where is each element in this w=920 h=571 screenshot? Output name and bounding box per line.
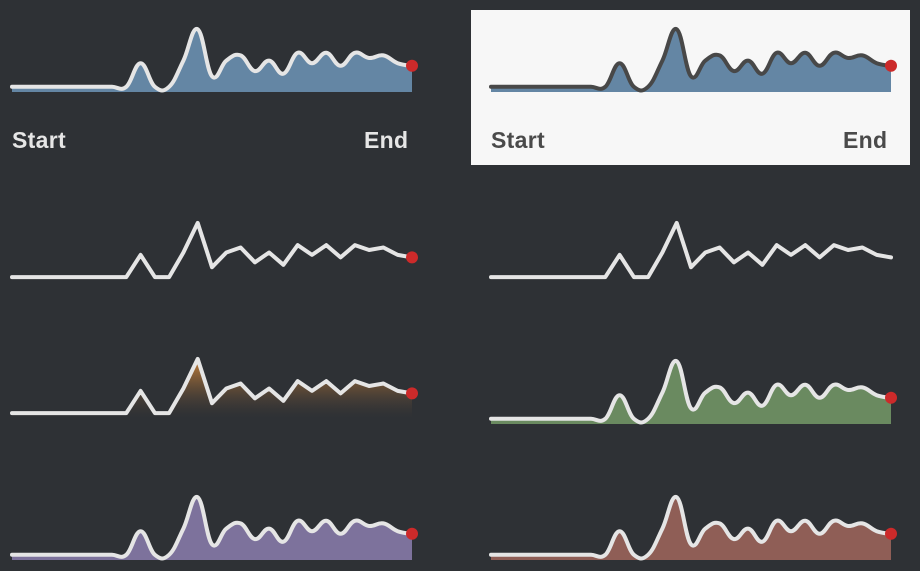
sparkline-line-line-plain bbox=[489, 220, 893, 280]
sparkline-endpoint-smooth-green bbox=[885, 391, 897, 404]
end-label-light: End bbox=[843, 127, 888, 153]
sparkline-line-smooth-purple bbox=[10, 495, 414, 561]
start-label-dark: Start bbox=[12, 127, 66, 153]
sparkline-endpoint-smooth-purple bbox=[406, 527, 418, 540]
start-label-light: Start bbox=[491, 127, 545, 153]
sparkline-endpoint-smooth-blue-labeled-light bbox=[885, 59, 897, 72]
sparkline-line-smooth-green bbox=[489, 359, 893, 425]
sparkline-area-line-orange-gradient bbox=[12, 358, 412, 418]
sparkline-endpoint-line-endpoint bbox=[406, 251, 418, 264]
sparkline-endpoint-smooth-blue-labeled bbox=[406, 59, 418, 72]
sparkline-line-smooth-blue-labeled-light bbox=[489, 27, 893, 93]
sparkline-area-smooth-blue-labeled-light bbox=[491, 28, 891, 92]
sparkline-area-smooth-red bbox=[491, 496, 891, 560]
sparkline-line-line-orange-gradient bbox=[10, 356, 414, 416]
sparkline-area-smooth-purple bbox=[12, 496, 412, 560]
sparkline-endpoint-smooth-red bbox=[885, 527, 897, 540]
sparkline-area-smooth-blue-labeled bbox=[12, 28, 412, 92]
sparkline-line-smooth-red bbox=[489, 495, 893, 561]
sparkline-endpoint-line-orange-gradient bbox=[406, 387, 418, 400]
sparkline-line-line-endpoint bbox=[10, 220, 414, 280]
sparkline-line-smooth-blue-labeled bbox=[10, 27, 414, 93]
end-label-dark: End bbox=[364, 127, 409, 153]
sparkline-area-smooth-green bbox=[491, 360, 891, 424]
